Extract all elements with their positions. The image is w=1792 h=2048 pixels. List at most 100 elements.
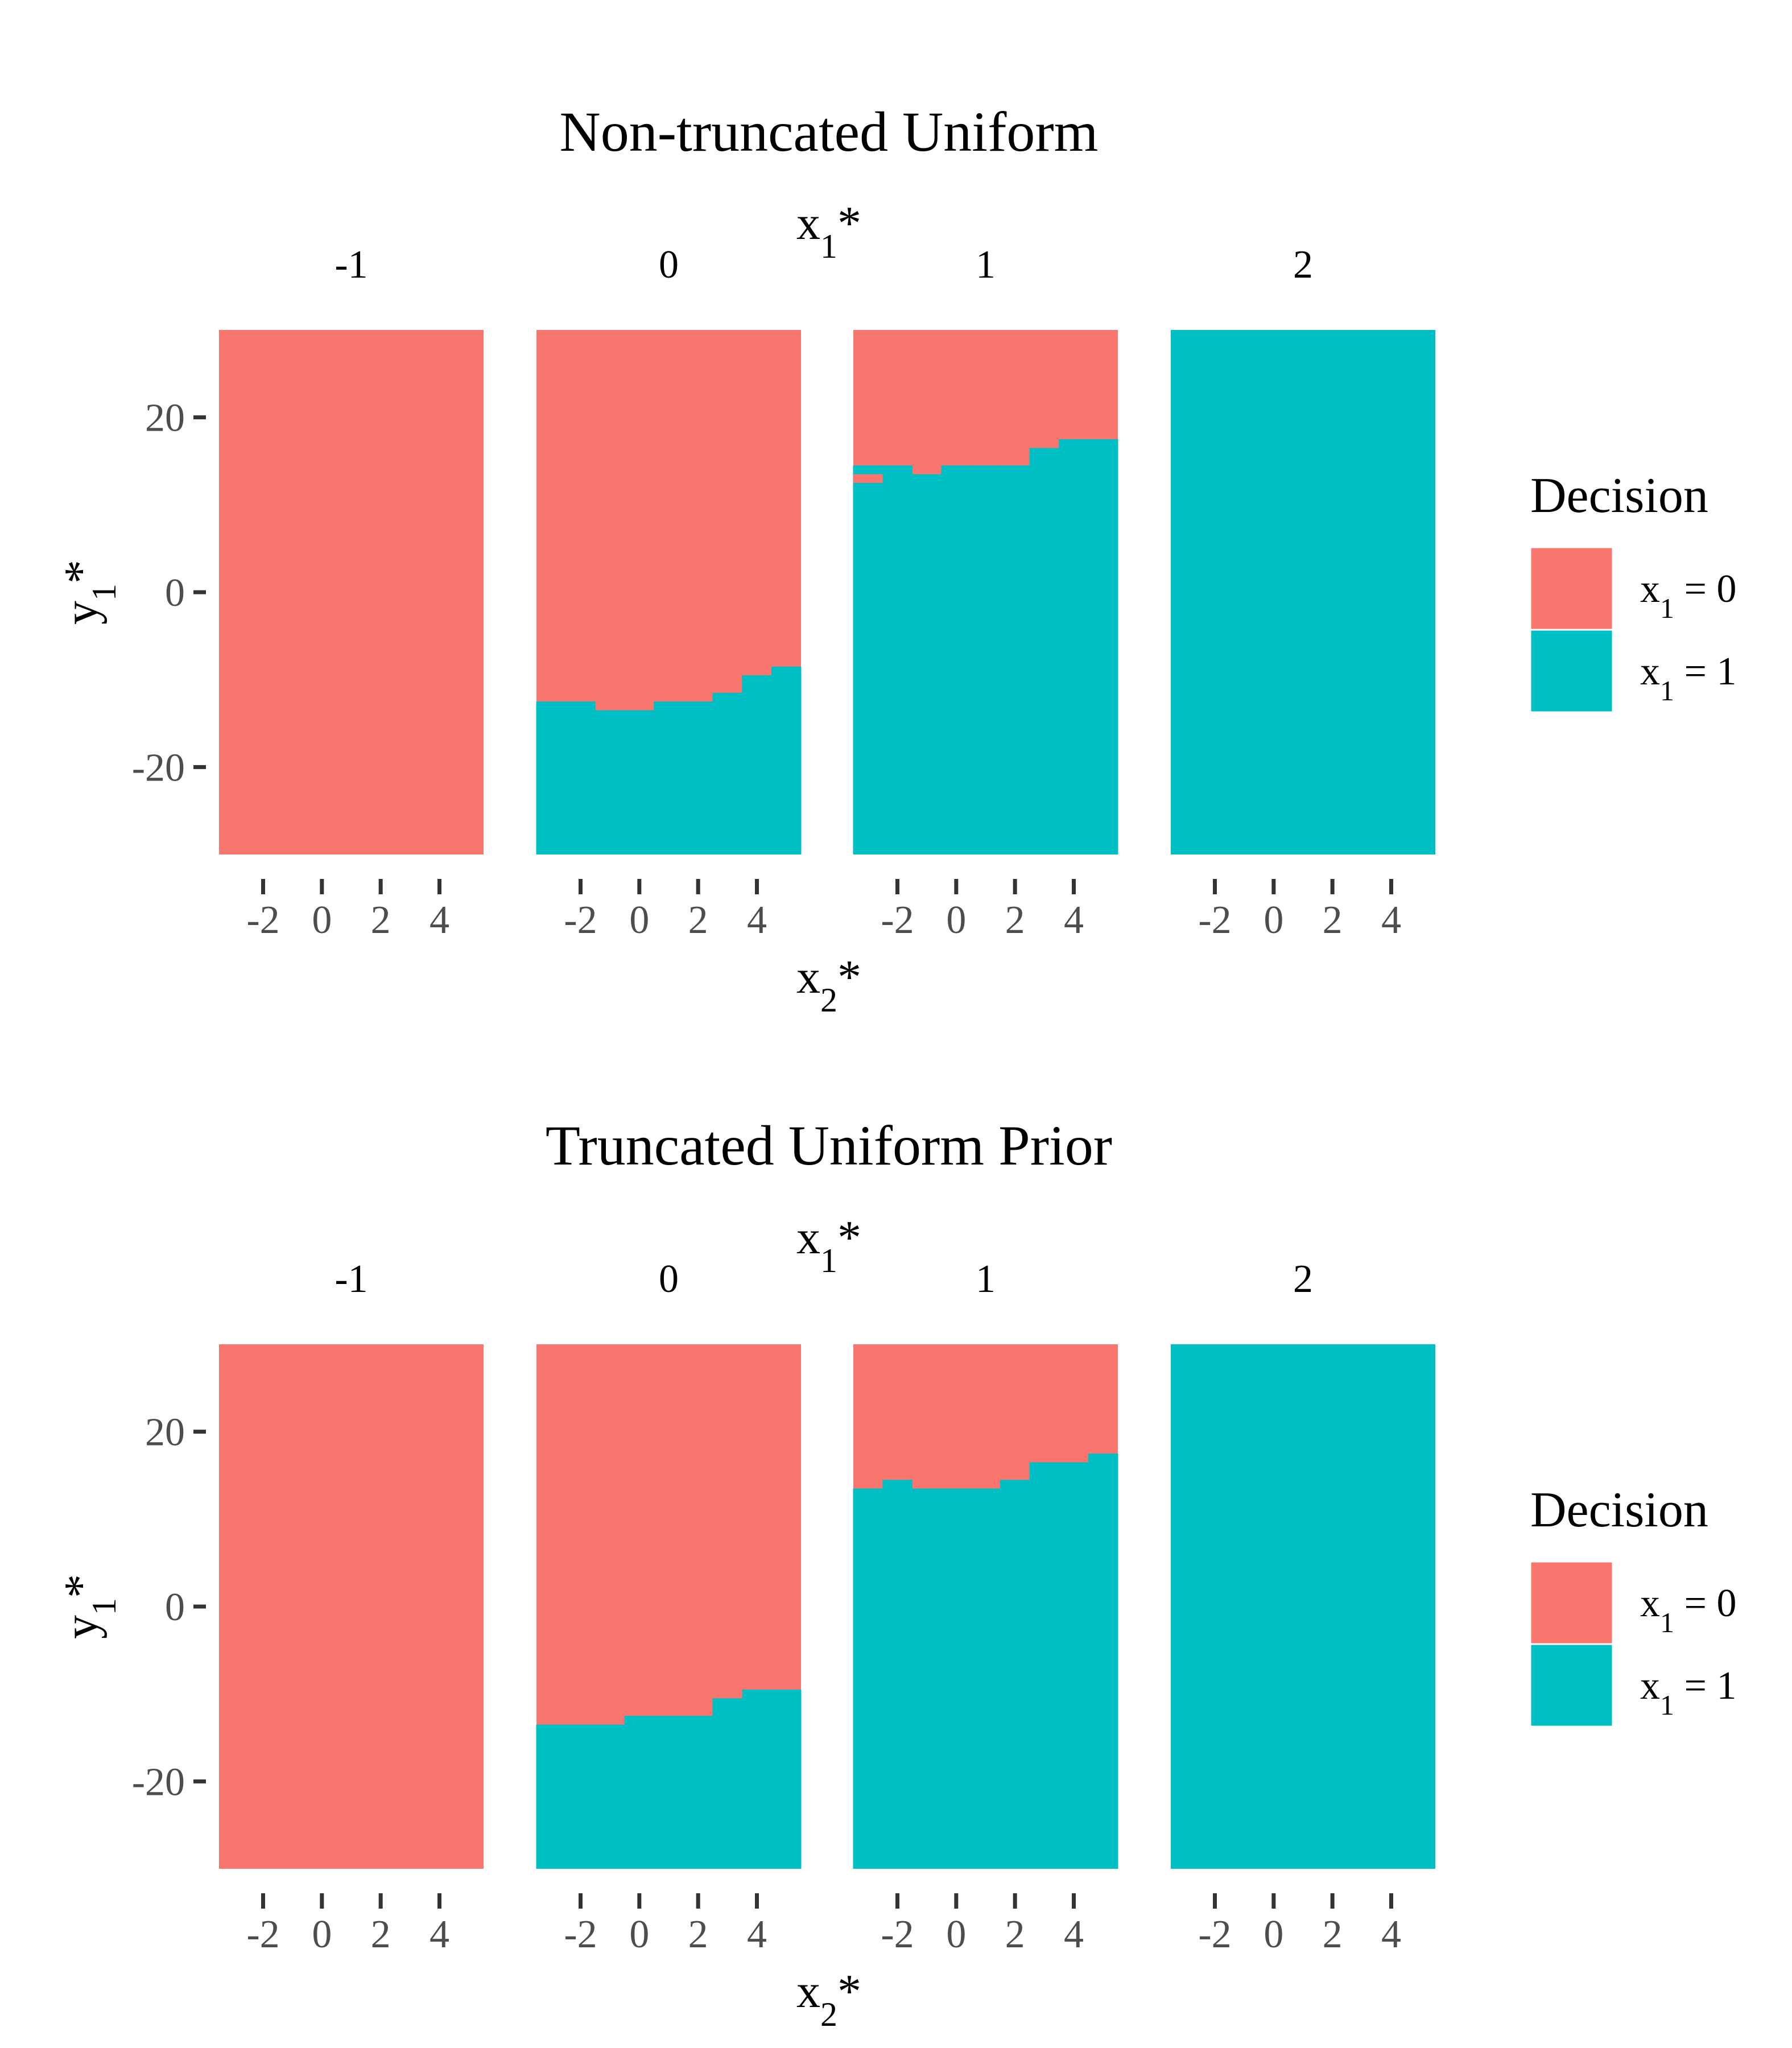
facet-1: 0-2 0 2 4 <box>536 243 802 942</box>
x-tick-label: 4 <box>1381 898 1401 942</box>
facet-variable-label: x1* <box>796 1211 861 1279</box>
y-axis-label-letter: y <box>55 601 108 625</box>
legend-key-label-letter: x <box>1640 567 1660 611</box>
legend-key-label-letter: x <box>1640 1582 1660 1625</box>
legend-key-label-letter: x <box>1640 1664 1660 1708</box>
x-tick-label: -2 <box>246 1913 279 1956</box>
x-tick-label: 2 <box>1323 898 1343 942</box>
x-tick-label: 2 <box>1005 898 1025 942</box>
x-tick-label: -2 <box>881 1913 914 1956</box>
region-x1-0 <box>219 330 484 854</box>
y-tick-label: -20 <box>132 746 185 790</box>
region-x1-1-column <box>1029 1462 1060 1869</box>
region-x1-1-column <box>654 701 684 854</box>
facet-variable-label-letter: x <box>796 1211 820 1264</box>
region-x1-1 <box>1171 330 1435 854</box>
x-tick-label: 4 <box>747 1913 767 1956</box>
region-x1-1-column <box>624 1716 655 1869</box>
region-x1-1-column <box>1029 448 1060 854</box>
legend-key-label-letter: x <box>1640 650 1660 693</box>
x-tick-label: -2 <box>1198 1913 1231 1956</box>
x-tick-label: 0 <box>946 1913 966 1956</box>
facet-strip-label: -1 <box>335 1257 368 1301</box>
facet-strip-label: -1 <box>335 243 368 287</box>
x-axis-label: x2* <box>796 951 861 1019</box>
region-x1-1-column <box>1059 1462 1089 1869</box>
x-tick-label: 0 <box>946 898 966 942</box>
x-tick-label: 2 <box>688 898 708 942</box>
x-tick-label: 4 <box>1381 1913 1401 1956</box>
region-x1-1-column <box>1000 465 1030 854</box>
region-x1-1-column <box>971 1488 1001 1869</box>
region-x1-1-column <box>536 1724 567 1869</box>
region-x1-1-column <box>853 465 883 854</box>
legend-key-label-sub: 1 <box>1660 1607 1674 1638</box>
x-tick-label: 0 <box>312 898 332 942</box>
region-x1-0 <box>219 1344 484 1869</box>
x-tick-label: 0 <box>312 1913 332 1956</box>
facet-0: -1 -2 0 2 4 <box>219 243 484 942</box>
x-axis-label-rest: * <box>837 1965 861 2018</box>
facet-variable-label-letter: x <box>796 197 820 250</box>
y-axis-label: y1* <box>55 560 123 625</box>
x-tick-label: 4 <box>1064 898 1084 942</box>
facet-variable-label-sub: 1 <box>820 228 837 265</box>
region-x1-1-column <box>1088 439 1118 854</box>
region-x1-1-column <box>624 710 655 854</box>
x-tick-label: -2 <box>564 898 597 942</box>
x-tick-label: 2 <box>1323 1913 1343 1956</box>
x-tick-label: 0 <box>1264 898 1283 942</box>
facet-variable-label-rest: * <box>837 1211 861 1264</box>
region-x1-1-column <box>565 701 596 854</box>
region-x1-1-column <box>911 1488 942 1869</box>
facet-strip-label: 1 <box>976 1257 996 1301</box>
region-x1-1-column <box>742 675 772 854</box>
region-x1-1-column <box>683 701 713 854</box>
x-tick-label: 4 <box>430 898 449 942</box>
x-tick-label: 0 <box>629 898 649 942</box>
region-x1-1-column <box>594 710 625 854</box>
x-tick-label: -2 <box>1198 898 1231 942</box>
x-axis-label-sub: 2 <box>820 1996 837 2033</box>
region-anomaly-cell <box>742 1689 772 1699</box>
x-axis-label-rest: * <box>837 951 861 1004</box>
legend-key-label: x1 = 0 <box>1640 1582 1736 1638</box>
legend-key-label-rest: = 0 <box>1674 1582 1736 1625</box>
y-tick-label: -20 <box>132 1760 185 1804</box>
legend-key-swatch <box>1529 1643 1614 1728</box>
legend-key-label-rest: = 1 <box>1674 650 1736 693</box>
region-x1-1-column <box>565 1724 596 1869</box>
legend-key-label: x1 = 1 <box>1640 650 1736 707</box>
region-x1-1-column <box>882 1480 912 1869</box>
facet-strip-label: 0 <box>659 243 679 287</box>
facet-variable-label-rest: * <box>837 197 861 250</box>
facet-strip-label: 0 <box>659 1257 679 1301</box>
y-axis-label: y1* <box>55 1574 123 1639</box>
region-x1-1-column <box>941 465 972 854</box>
y-tick-label: 0 <box>165 1585 185 1629</box>
y-axis-label-sub: 1 <box>85 584 123 601</box>
legend-key-label: x1 = 1 <box>1640 1664 1736 1721</box>
region-x1-1-column <box>1000 1480 1030 1869</box>
y-tick-label: 0 <box>165 571 185 615</box>
legend-key-label-sub: 1 <box>1660 592 1674 624</box>
x-tick-label: 2 <box>371 1913 391 1956</box>
x-axis-label-letter: x <box>796 951 820 1004</box>
region-x1-1-column <box>971 465 1001 854</box>
legend-title: Decision <box>1530 1483 1708 1538</box>
legend-key-label-rest: = 1 <box>1674 1664 1736 1708</box>
facet-1: 0-2 0 2 4 <box>536 1257 802 1956</box>
facet-2: 1 -2 0 2 4 <box>853 243 1118 942</box>
facet-0: -1 -2 0 2 4 <box>219 1257 484 1956</box>
chart-title: Truncated Uniform Prior <box>546 1114 1112 1177</box>
legend-key-swatch <box>1529 546 1614 631</box>
y-axis-label-letter: y <box>55 1615 108 1639</box>
facet-strip-label: 2 <box>1293 1257 1313 1301</box>
facet-3: 2-2 0 2 4 <box>1171 243 1435 942</box>
x-tick-label: 0 <box>629 1913 649 1956</box>
